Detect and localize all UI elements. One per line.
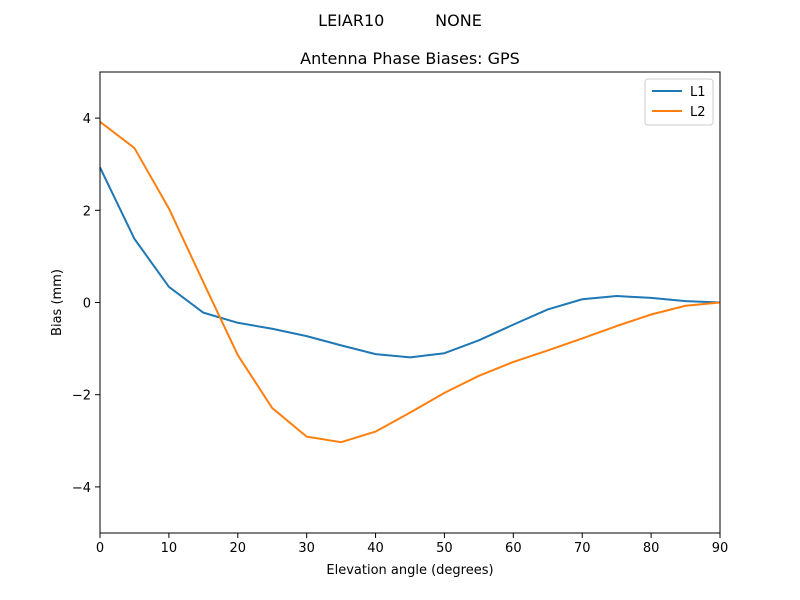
plot-frame [99, 71, 721, 534]
x-tick-label: 20 [230, 541, 247, 556]
x-tick-label: 50 [436, 541, 453, 556]
y-tick-label: 4 [83, 112, 91, 127]
y-axis-label: Bias (mm) [50, 269, 65, 336]
chart-title: Antenna Phase Biases: GPS [300, 49, 520, 68]
y-ticks: −4 −2 0 2 4 [72, 112, 100, 496]
x-tick-label: 60 [505, 541, 522, 556]
chart-suptitle: LEIAR10 NONE [318, 11, 482, 30]
y-tick-label: −4 [72, 481, 91, 496]
x-tick-label: 0 [96, 541, 104, 556]
x-tick-label: 10 [161, 541, 178, 556]
x-tick-label: 40 [367, 541, 384, 556]
x-tick-label: 90 [712, 541, 729, 556]
legend-label-l1: L1 [690, 85, 706, 100]
series-layer [99, 120, 721, 444]
legend-label-l2: L2 [690, 105, 706, 120]
x-ticks: 0 10 20 30 40 50 60 70 80 90 [96, 533, 728, 556]
y-tick-label: −2 [72, 389, 91, 404]
x-tick-label: 30 [298, 541, 315, 556]
legend: L1 L2 [644, 78, 714, 126]
y-tick-label: 2 [83, 204, 91, 219]
series-line-l2 [99, 120, 721, 444]
x-tick-label: 80 [643, 541, 660, 556]
x-axis-label: Elevation angle (degrees) [326, 563, 493, 578]
x-tick-label: 70 [574, 541, 591, 556]
y-tick-label: 0 [83, 297, 91, 312]
series-line-l1 [99, 166, 721, 359]
